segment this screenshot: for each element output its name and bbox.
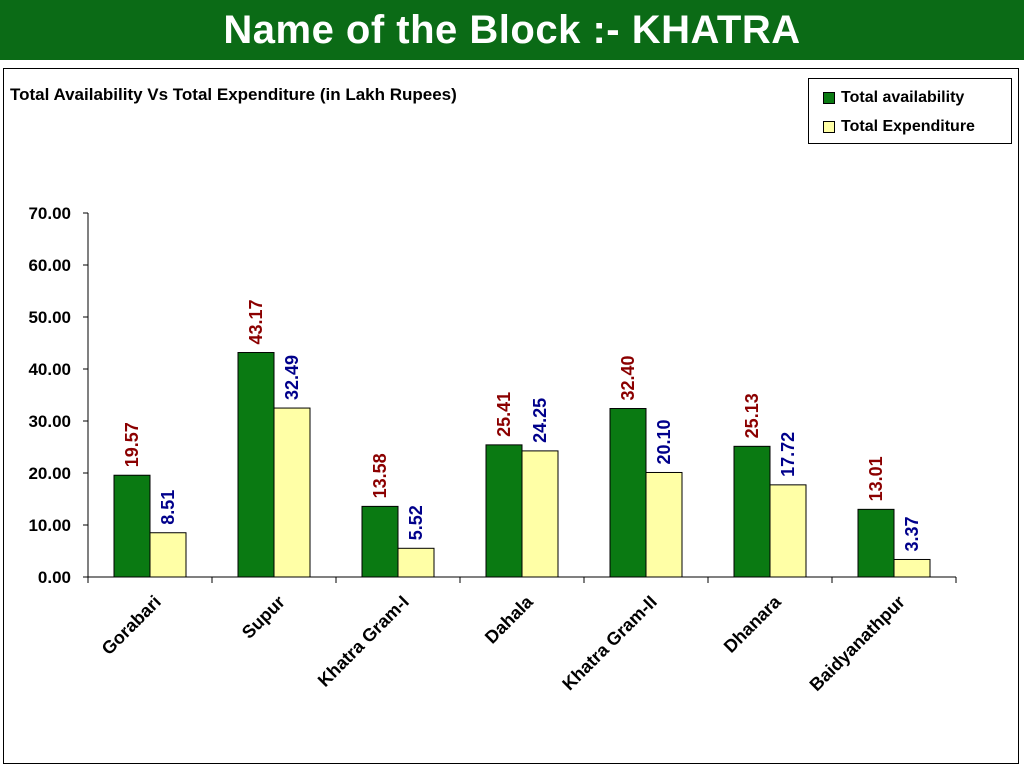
x-category-label: Supur [238, 592, 289, 643]
header-banner: Name of the Block :- KHATRA [0, 0, 1024, 60]
data-label-availability: 13.58 [370, 453, 390, 498]
data-label-expenditure: 32.49 [282, 355, 302, 400]
y-tick-label: 10.00 [28, 516, 71, 535]
bar-expenditure [149, 532, 187, 578]
data-label-availability: 32.40 [618, 355, 638, 400]
chart-title: Total Availability Vs Total Expenditure … [10, 85, 457, 104]
legend-item-expenditure: Total Expenditure [823, 118, 975, 136]
y-tick-label: 20.00 [28, 464, 71, 483]
x-category-label: Dahala [481, 591, 538, 648]
legend-label-availability: Total availability [841, 89, 965, 106]
data-label-expenditure: 20.10 [654, 419, 674, 464]
x-category-label: Gorabari [98, 592, 165, 659]
x-category-label: Baidyanathpur [806, 592, 909, 695]
data-label-availability: 25.13 [742, 393, 762, 438]
y-tick-label: 50.00 [28, 308, 71, 327]
bar-availability [485, 444, 523, 578]
chart-legend: Total availability Total Expenditure [808, 78, 1012, 144]
bar-availability [609, 408, 647, 578]
data-label-expenditure: 5.52 [406, 505, 426, 540]
page-title: Name of the Block :- KHATRA [223, 7, 801, 52]
bar-expenditure [645, 471, 683, 578]
bar-expenditure [893, 558, 931, 578]
y-tick-label: 30.00 [28, 412, 71, 431]
bar-expenditure [521, 450, 559, 578]
bar-availability [361, 505, 399, 578]
bar-expenditure [397, 547, 435, 578]
y-tick-label: 40.00 [28, 360, 71, 379]
bar-availability [733, 445, 771, 578]
bar-availability [237, 352, 275, 578]
data-label-expenditure: 24.25 [530, 398, 550, 443]
data-label-availability: 43.17 [246, 299, 266, 344]
data-label-availability: 13.01 [866, 456, 886, 501]
y-tick-label: 0.00 [38, 568, 71, 587]
data-label-expenditure: 8.51 [158, 490, 178, 525]
data-label-expenditure: 17.72 [778, 432, 798, 477]
data-label-availability: 19.57 [122, 422, 142, 467]
legend-label-expenditure: Total Expenditure [841, 118, 975, 135]
data-label-availability: 25.41 [494, 392, 514, 437]
data-label-expenditure: 3.37 [902, 516, 922, 551]
bar-expenditure [273, 407, 311, 578]
y-tick-label: 70.00 [28, 204, 71, 223]
legend-item-availability: Total availability [823, 89, 964, 107]
bar-expenditure [769, 484, 807, 578]
x-category-label: Dhanara [720, 591, 786, 657]
y-tick-label: 60.00 [28, 256, 71, 275]
x-category-label: Khatra Gram-II [558, 592, 661, 695]
legend-swatch-expenditure [823, 121, 835, 133]
bar-availability [857, 508, 895, 578]
bar-availability [113, 474, 151, 578]
legend-swatch-availability [823, 92, 835, 104]
x-category-label: Khatra Gram-I [314, 592, 413, 691]
chart-area [3, 68, 1019, 764]
